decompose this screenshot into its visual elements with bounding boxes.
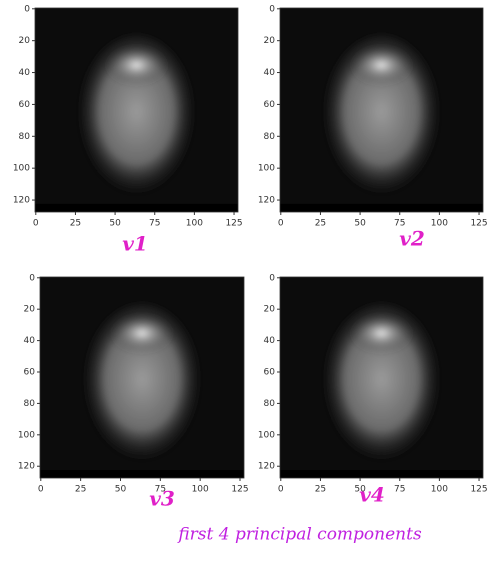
y-tick-label: 60	[264, 368, 276, 378]
y-tick-label: 20	[264, 36, 276, 46]
y-tick-label: 60	[19, 100, 31, 110]
image-strip	[280, 204, 483, 212]
x-tick-label: 0	[33, 219, 39, 229]
x-tick-label: 75	[149, 219, 160, 229]
y-tick-label: 120	[18, 462, 35, 472]
y-tick-label: 100	[258, 164, 275, 174]
image-strip	[280, 470, 483, 478]
x-tick-label: 100	[192, 485, 209, 495]
hair-shade	[104, 45, 169, 86]
x-tick-label: 125	[225, 219, 242, 229]
x-tick-label: 50	[109, 219, 121, 229]
y-tick-label: 20	[264, 305, 276, 315]
y-tick-label: 100	[258, 430, 275, 440]
y-tick-label: 120	[258, 196, 275, 206]
figure: first 4 principal components 0 25 50 75 100 1…	[0, 0, 487, 561]
y-tick-label: 100	[18, 430, 35, 440]
caption: first 4 principal components	[176, 525, 422, 545]
x-tick-label: 125	[470, 485, 487, 495]
y-tick-label: 60	[264, 100, 276, 110]
image-strip	[35, 204, 238, 212]
x-tick-label: 0	[38, 485, 44, 495]
hair-shade	[109, 313, 174, 353]
image-strip	[40, 470, 244, 478]
y-tick-label: 20	[19, 36, 31, 46]
y-tick-label: 0	[269, 273, 275, 283]
x-tick-label: 125	[231, 485, 248, 495]
y-tick-label: 80	[24, 399, 36, 409]
x-tick-label: 0	[278, 219, 284, 229]
y-tick-label: 40	[264, 68, 276, 78]
y-tick-label: 0	[24, 4, 30, 14]
y-tick-label: 40	[24, 336, 36, 346]
y-tick-label: 40	[19, 68, 31, 78]
y-tick-label: 80	[19, 132, 31, 142]
annotation: v2	[399, 227, 425, 251]
x-tick-label: 75	[394, 485, 405, 495]
x-tick-label: 0	[278, 485, 284, 495]
x-tick-label: 100	[431, 485, 448, 495]
annotation: v4	[359, 483, 385, 507]
y-tick-label: 40	[264, 336, 276, 346]
y-tick-label: 0	[269, 4, 275, 14]
x-tick-label: 25	[315, 219, 326, 229]
y-tick-label: 100	[13, 164, 30, 174]
x-tick-label: 25	[75, 485, 86, 495]
y-tick-label: 60	[24, 368, 36, 378]
y-tick-label: 120	[258, 462, 275, 472]
hair-shade	[349, 45, 414, 86]
y-tick-label: 20	[24, 305, 36, 315]
hair-shade	[349, 313, 414, 353]
annotation: v1	[122, 232, 148, 256]
y-tick-label: 0	[29, 273, 35, 283]
y-tick-label: 120	[13, 196, 30, 206]
x-tick-label: 100	[186, 219, 203, 229]
x-tick-label: 50	[354, 219, 366, 229]
y-tick-label: 80	[264, 132, 276, 142]
x-tick-label: 100	[431, 219, 448, 229]
x-tick-label: 25	[70, 219, 81, 229]
x-tick-label: 50	[115, 485, 127, 495]
x-tick-label: 125	[470, 219, 487, 229]
x-tick-label: 25	[315, 485, 326, 495]
y-tick-label: 80	[264, 399, 276, 409]
panel: 0 25 50 75 100 125 0 20 40 60 80 100 120 v1	[13, 4, 243, 255]
annotation: v3	[149, 487, 175, 511]
